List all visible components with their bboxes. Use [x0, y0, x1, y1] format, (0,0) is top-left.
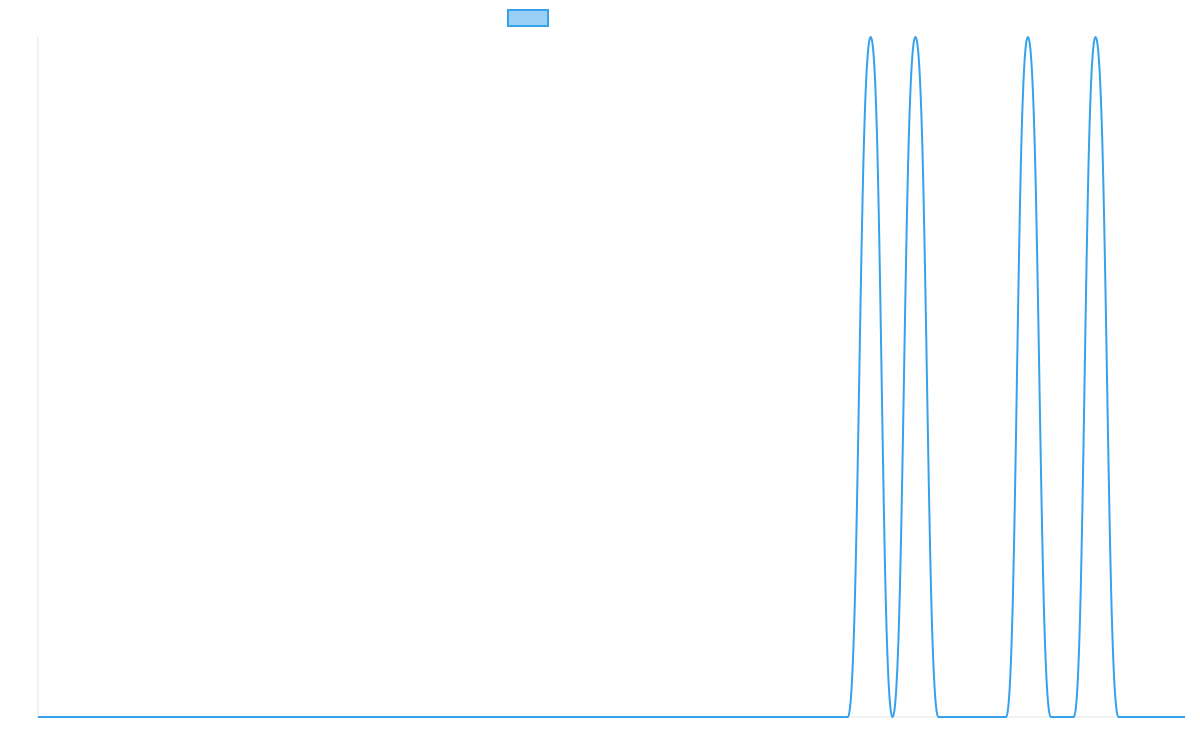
series-line-0 [37, 36, 1185, 719]
legend-swatch[interactable] [507, 9, 549, 27]
series-layer [37, 36, 1185, 719]
legend[interactable] [507, 9, 549, 27]
